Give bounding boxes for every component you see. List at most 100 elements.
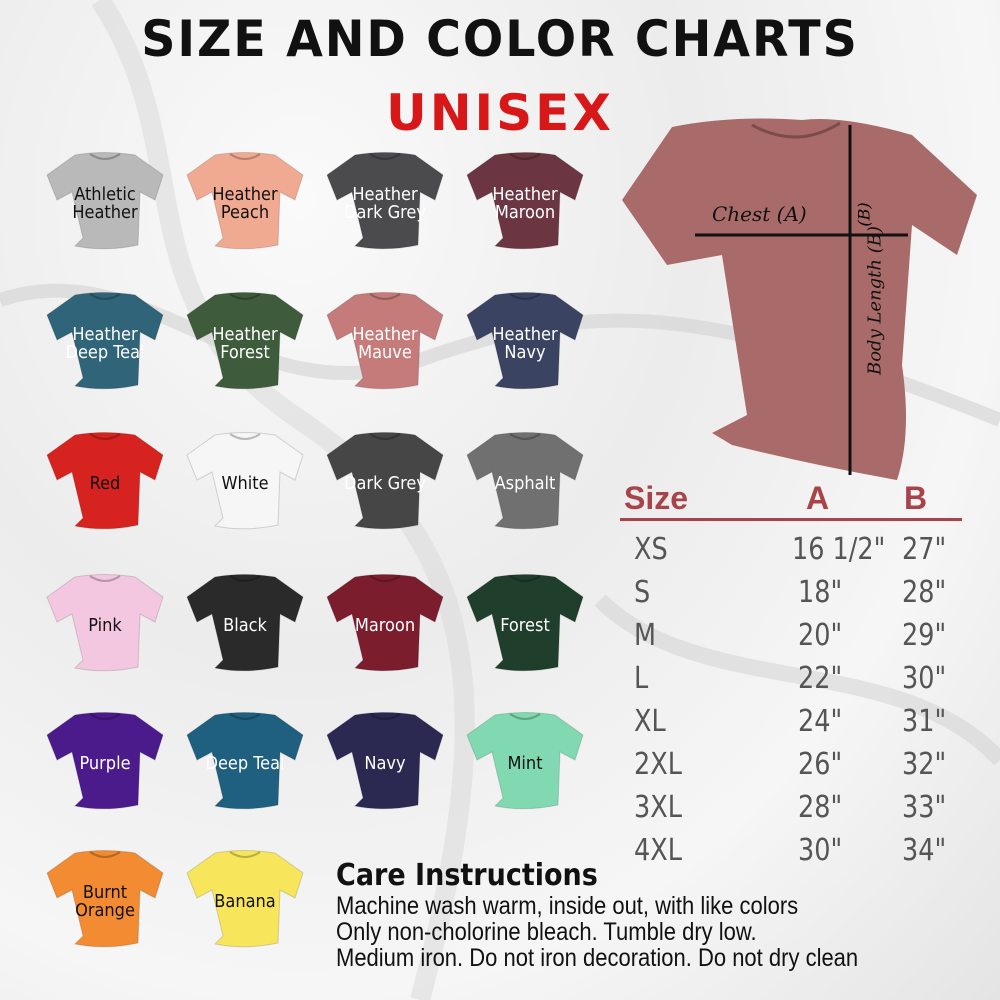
color-label: Black (223, 615, 267, 636)
shirt-icon (46, 574, 164, 672)
color-label: Heather Dark Grey (344, 184, 426, 223)
color-swatch-shirt: Dark Grey (325, 430, 445, 540)
color-label: Mint (507, 753, 543, 774)
color-label: Dark Grey (344, 473, 426, 494)
header-a: A (806, 480, 830, 516)
size-row: 4XL 30" 34" (620, 833, 965, 875)
color-label: Forest (500, 615, 550, 636)
color-swatch-shirt: Heather Maroon (465, 150, 585, 260)
color-label: White (221, 473, 269, 494)
shirt-icon (466, 152, 584, 250)
color-swatch-shirt: Heather Mauve (325, 290, 445, 400)
shirt-icon (46, 850, 164, 948)
color-swatch-shirt: White (185, 430, 305, 540)
header-b: B (904, 480, 928, 516)
color-swatch-shirt: Athletic Heather (45, 150, 165, 260)
size-diagram-shirt (612, 115, 982, 485)
length-cell: 27" (902, 532, 947, 567)
care-line: Machine wash warm, inside out, with like… (336, 892, 799, 920)
color-label: Burnt Orange (75, 882, 135, 921)
color-swatch-shirt: Black (185, 572, 305, 682)
color-label: Heather Maroon (492, 184, 558, 223)
shirt-icon (186, 432, 304, 530)
shirt-icon (186, 712, 304, 810)
shirt-icon (186, 850, 304, 948)
chest-cell: 28" (798, 790, 843, 825)
color-swatch-shirt: Pink (45, 572, 165, 682)
shirt-icon (46, 292, 164, 390)
size-row: 3XL 28" 33" (620, 790, 965, 832)
page-subtitle: UNISEX (386, 84, 614, 142)
color-swatch-shirt: Deep Teal (185, 710, 305, 820)
chest-cell: 26" (798, 747, 843, 782)
size-cell: 4XL (634, 833, 682, 868)
color-swatch-shirt: Heather Dark Grey (325, 150, 445, 260)
color-swatch-shirt: Purple (45, 710, 165, 820)
shirt-icon (46, 712, 164, 810)
care-instructions: Care Instructions Machine wash warm, ins… (336, 858, 929, 971)
size-row: XL 24" 31" (620, 704, 965, 746)
color-swatch-shirt: Burnt Orange (45, 848, 165, 958)
color-label: Heather Peach (212, 184, 278, 223)
size-cell: 3XL (634, 790, 682, 825)
chest-cell: 16 1/2" (792, 532, 886, 567)
length-cell: 28" (902, 575, 947, 610)
header-divider (620, 518, 962, 521)
shirt-icon (466, 292, 584, 390)
shirt-icon (186, 152, 304, 250)
color-label: Maroon (354, 615, 416, 636)
shirt-icon (186, 574, 304, 672)
size-cell: XS (634, 532, 668, 567)
size-cell: XL (634, 704, 666, 739)
color-label: Navy (364, 753, 406, 774)
color-swatch-shirt: Navy (325, 710, 445, 820)
size-cell: 2XL (634, 747, 682, 782)
length-cell: 33" (902, 790, 947, 825)
color-swatch-shirt: Forest (465, 572, 585, 682)
size-row: XS 16 1/2" 27" (620, 532, 965, 574)
color-label: Heather Navy (492, 324, 558, 363)
color-swatch-shirt: Maroon (325, 572, 445, 682)
size-row: 2XL 26" 32" (620, 747, 965, 789)
color-swatch-shirt: Banana (185, 848, 305, 958)
size-cell: M (634, 618, 657, 653)
chest-cell: 18" (798, 575, 843, 610)
color-swatch-shirt: Red (45, 430, 165, 540)
color-label: Heather Deep Teal (65, 324, 145, 363)
shirt-icon (326, 712, 444, 810)
color-label: Purple (79, 753, 131, 774)
chest-cell: 30" (798, 833, 843, 868)
shirt-icon (186, 292, 304, 390)
length-cell: 34" (902, 833, 947, 868)
care-line: Medium iron. Do not iron decoration. Do … (336, 944, 859, 972)
shirt-icon (326, 574, 444, 672)
color-swatch-shirt: Heather Peach (185, 150, 305, 260)
header-size: Size (624, 480, 689, 516)
color-swatch-shirt: Asphalt (465, 430, 585, 540)
length-cell: 29" (902, 618, 947, 653)
shirt-icon (466, 712, 584, 810)
shirt-icon (326, 152, 444, 250)
shirt-icon (326, 432, 444, 530)
color-label: Deep Teal (205, 753, 285, 774)
color-swatch-shirt: Heather Navy (465, 290, 585, 400)
shirt-icon (466, 574, 584, 672)
color-label: Heather Forest (212, 324, 278, 363)
color-label: Heather Mauve (352, 324, 418, 363)
length-cell: 30" (902, 661, 947, 696)
size-row: M 20" 29" (620, 618, 965, 660)
shirt-icon (326, 292, 444, 390)
size-cell: S (634, 575, 651, 610)
color-swatch-shirt: Heather Deep Teal (45, 290, 165, 400)
color-label: Banana (214, 891, 276, 912)
chest-label: Chest (A) (712, 202, 807, 226)
shirt-icon (46, 152, 164, 250)
shirt-icon (466, 432, 584, 530)
color-swatch-shirt: Heather Forest (185, 290, 305, 400)
chest-cell: 24" (798, 704, 843, 739)
color-label: Asphalt (494, 473, 556, 494)
chest-cell: 20" (798, 618, 843, 653)
chest-cell: 22" (798, 661, 843, 696)
size-cell: L (634, 661, 649, 696)
care-line: Only non-cholorine bleach. Tumble dry lo… (336, 918, 757, 946)
